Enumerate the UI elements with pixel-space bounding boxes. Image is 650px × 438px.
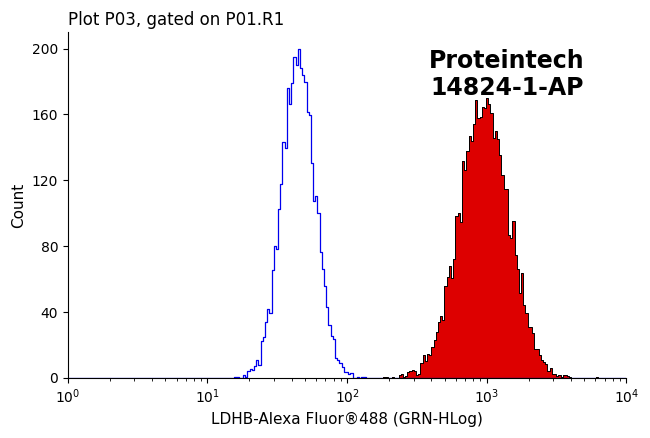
Y-axis label: Count: Count	[11, 182, 26, 228]
X-axis label: LDHB-Alexa Fluor®488 (GRN-HLog): LDHB-Alexa Fluor®488 (GRN-HLog)	[211, 412, 483, 427]
Text: Proteintech
14824-1-AP: Proteintech 14824-1-AP	[428, 49, 584, 100]
Text: Plot P03, gated on P01.R1: Plot P03, gated on P01.R1	[68, 11, 284, 29]
